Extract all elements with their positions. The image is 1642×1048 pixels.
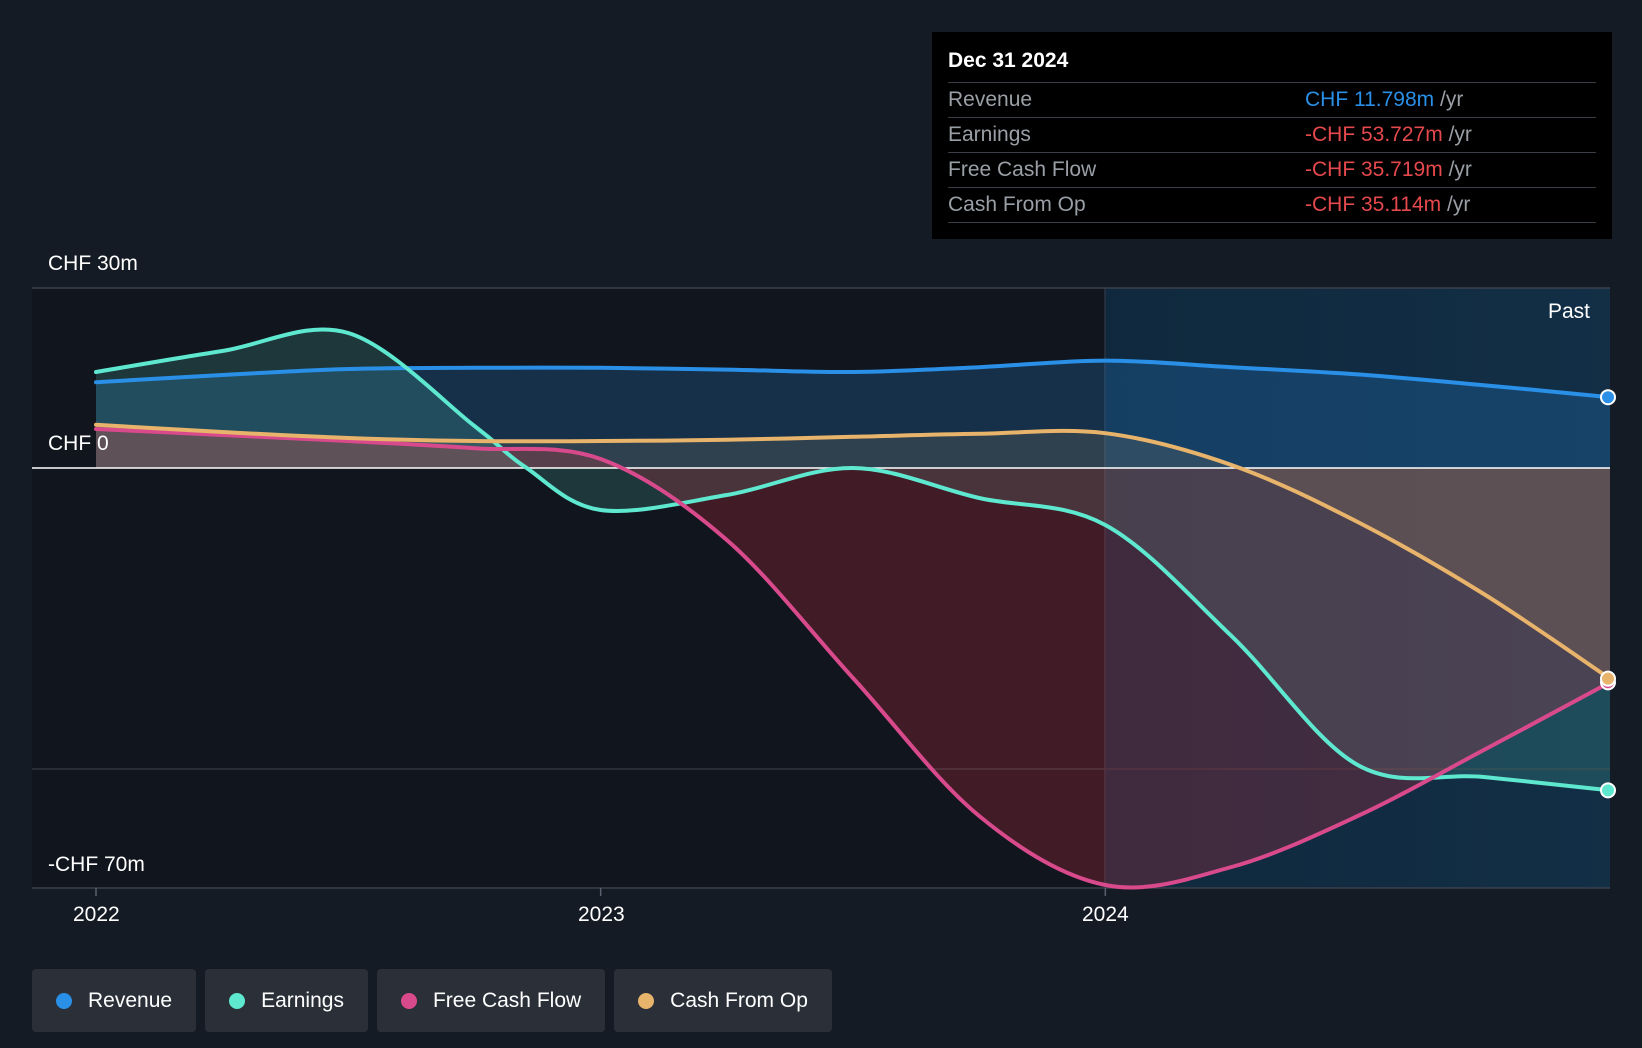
- tooltip-row-revenue: Revenue CHF 11.798m /yr: [948, 83, 1596, 118]
- tooltip-value-number: CHF 11.798m: [1305, 88, 1435, 111]
- tooltip-label: Cash From Op: [948, 193, 1086, 216]
- tooltip-unit: /yr: [1447, 193, 1471, 216]
- legend-item-earnings[interactable]: Earnings: [205, 969, 368, 1032]
- tooltip-unit: /yr: [1440, 88, 1464, 111]
- legend-dot-icon: [56, 992, 72, 1009]
- legend-dot-icon: [400, 992, 417, 1009]
- tooltip-label: Free Cash Flow: [948, 158, 1097, 181]
- tooltip-value: -CHF 35.719m /yr: [1305, 153, 1472, 187]
- series-line-revenue: [94, 358, 1612, 400]
- tooltip-row-cash-from-op: Cash From Op -CHF 35.114m /yr: [948, 188, 1596, 223]
- y-axis-max-label: CHF 30m: [48, 252, 138, 275]
- tooltip-value-number: -CHF 35.719m: [1305, 158, 1443, 181]
- end-point-earnings: [1600, 782, 1616, 799]
- area-earnings: [96, 329, 1610, 791]
- legend-dot-icon: [638, 992, 655, 1009]
- end-point-cash-from-op: [1600, 670, 1616, 687]
- x-tick-2024: 2024: [1082, 903, 1129, 926]
- legend-item-free-cash-flow[interactable]: Free Cash Flow: [376, 969, 606, 1032]
- end-point-revenue: [1600, 389, 1616, 406]
- tooltip-label: Revenue: [948, 88, 1033, 111]
- y-axis-min-label: -CHF 70m: [48, 853, 145, 876]
- tooltip-unit: /yr: [1448, 123, 1472, 146]
- series-line-cash-from-op: [94, 422, 1612, 681]
- legend-label: Earnings: [261, 988, 344, 1012]
- area-cash-from-op: [96, 424, 1610, 679]
- legend-item-revenue[interactable]: Revenue: [32, 969, 197, 1032]
- tooltip-value-number: -CHF 53.727m: [1305, 123, 1443, 146]
- series-line-earnings: [94, 327, 1612, 793]
- past-label: Past: [1548, 300, 1591, 323]
- legend-label: Revenue: [88, 988, 173, 1012]
- series-line-free-cash-flow: [94, 427, 1612, 890]
- legend: Revenue Earnings Free Cash Flow Cash Fro…: [32, 969, 832, 1032]
- tooltip-row-free-cash-flow: Free Cash Flow -CHF 35.719m /yr: [948, 153, 1596, 188]
- legend-label: Cash From Op: [670, 988, 808, 1012]
- legend-label: Free Cash Flow: [432, 988, 582, 1012]
- tooltip: Dec 31 2024 Revenue CHF 11.798m /yr Earn…: [932, 32, 1612, 239]
- y-axis-zero-label: CHF 0: [48, 432, 109, 455]
- tooltip-row-earnings: Earnings -CHF 53.727m /yr: [948, 118, 1596, 153]
- x-tick-2023: 2023: [578, 903, 625, 926]
- tooltip-unit: /yr: [1448, 158, 1472, 181]
- tooltip-value: CHF 11.798m /yr: [1305, 83, 1463, 117]
- tooltip-label: Earnings: [948, 123, 1031, 146]
- x-tick-2022: 2022: [73, 903, 120, 926]
- tooltip-value: -CHF 35.114m /yr: [1305, 188, 1470, 222]
- tooltip-value: -CHF 53.727m /yr: [1305, 118, 1472, 152]
- legend-item-cash-from-op[interactable]: Cash From Op: [614, 969, 832, 1032]
- chart-background: [32, 288, 1105, 888]
- tooltip-value-number: -CHF 35.114m: [1305, 193, 1442, 216]
- area-free-cash-flow: [96, 429, 1610, 888]
- legend-dot-icon: [229, 992, 246, 1009]
- tooltip-date: Dec 31 2024: [948, 46, 1596, 83]
